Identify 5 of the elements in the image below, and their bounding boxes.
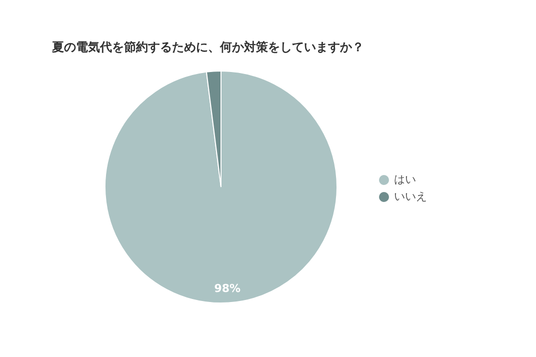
legend-label: はい: [394, 173, 416, 186]
data-label: 98%: [214, 282, 241, 295]
pie-slice: [104, 70, 338, 304]
legend-label: いいえ: [394, 190, 427, 204]
chart-title: 夏の電気代を節約するために、何か対策をしていますか？: [51, 40, 364, 54]
